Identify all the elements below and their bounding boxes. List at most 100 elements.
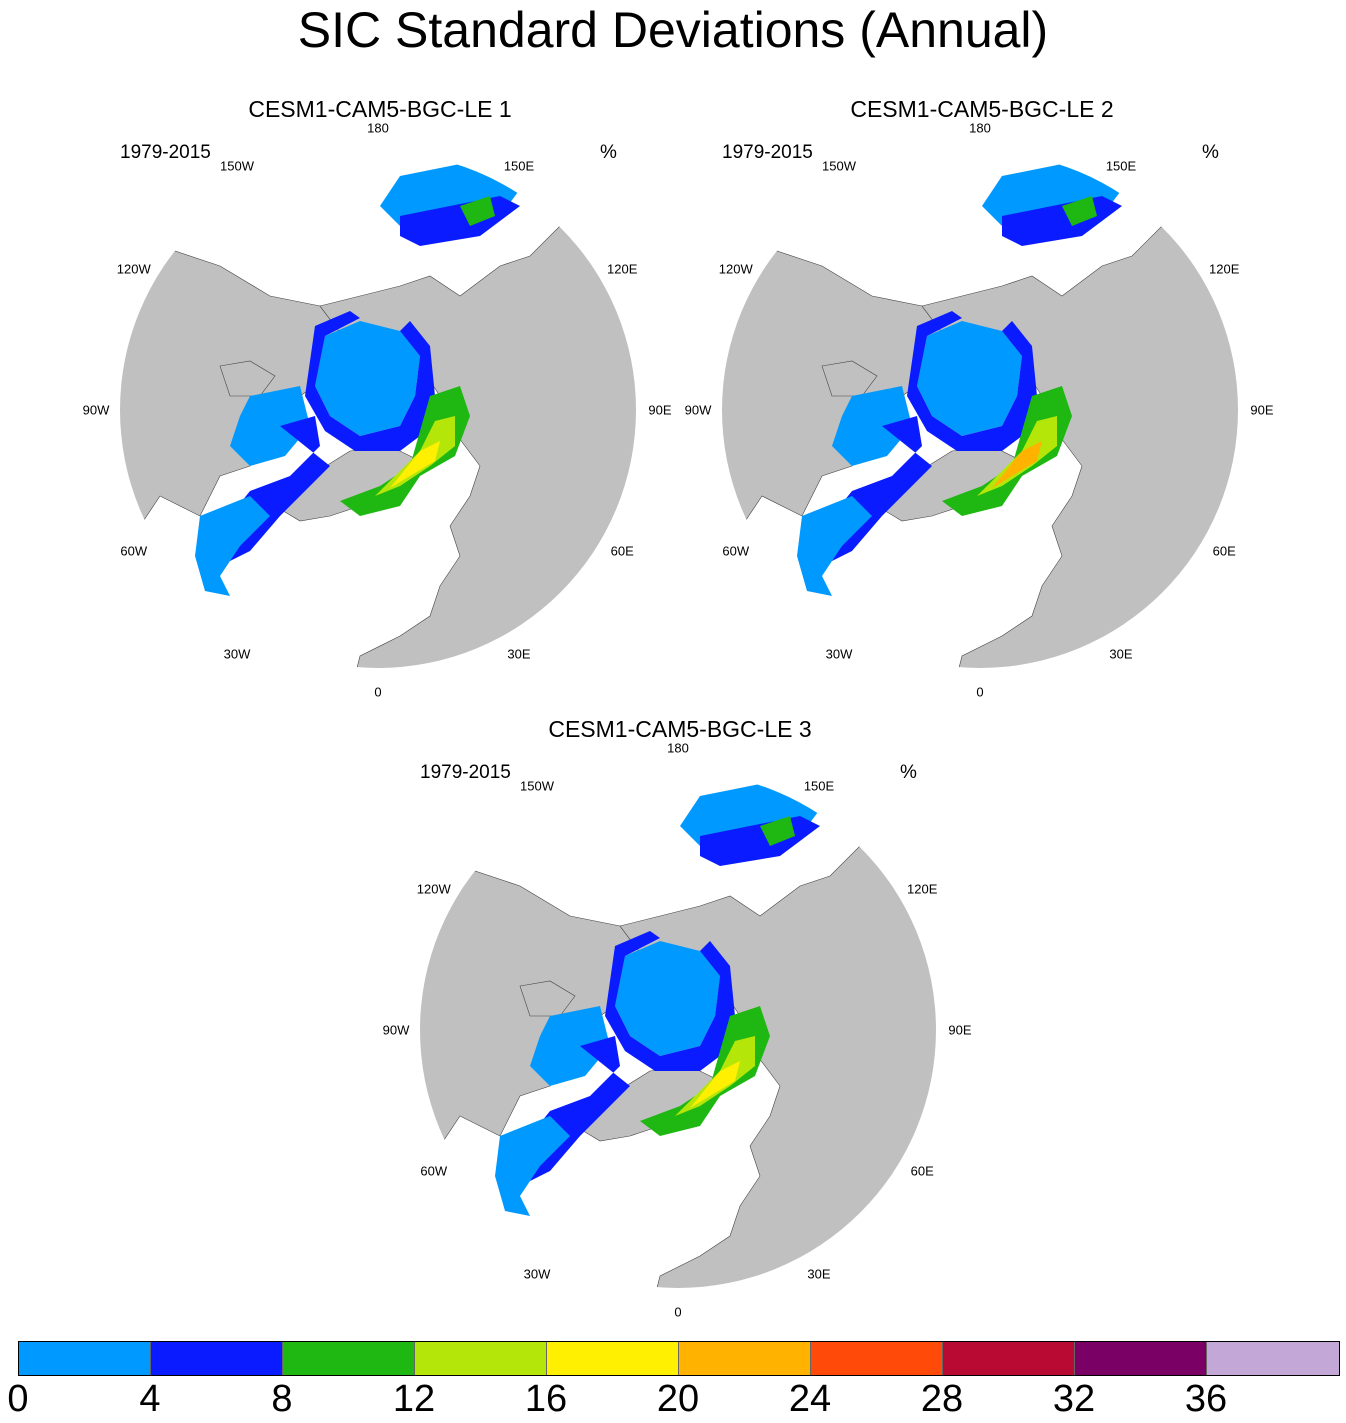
panel-title: CESM1-CAM5-BGC-LE 1 [248, 96, 512, 122]
map-panel-1: CESM1-CAM5-BGC-LE 1 1979-2015% 180 150E 120E… [83, 96, 672, 700]
unit-label: % [900, 762, 917, 783]
panel-title: CESM1-CAM5-BGC-LE 2 [850, 96, 1114, 122]
canadian-archipelago-land [821, 360, 878, 397]
colorbar-tick-label: 16 [524, 1378, 568, 1420]
sic-region-hudson-bay [832, 386, 912, 466]
sic-region-chukchi-high [460, 196, 495, 226]
longitude-label: 30E [507, 646, 531, 662]
colorbar-tick-label: 12 [392, 1378, 436, 1420]
sic-region-marginal [305, 311, 435, 451]
longitude-label: 90E [648, 402, 672, 418]
colorbar-segment [679, 1342, 811, 1375]
longitude-label: 90E [948, 1022, 972, 1038]
period-label: 1979-2015 [420, 762, 511, 783]
colorbar-segment [283, 1342, 415, 1375]
unit-label: % [600, 142, 617, 163]
longitude-label: 90E [1250, 402, 1274, 418]
longitude-label: 180 [367, 120, 389, 136]
colorbar-tick-label: 32 [1052, 1378, 1096, 1420]
longitude-label: 150W [822, 158, 856, 174]
unit-label: % [1202, 142, 1219, 163]
polar-map [120, 152, 636, 668]
colorbar-tick-label: 8 [271, 1378, 293, 1420]
colorbar-tick-label: 24 [788, 1378, 832, 1420]
sic-region-barents-yellowgreen [375, 416, 455, 496]
sic-region-barents-green [340, 386, 470, 516]
colorbar-segment [547, 1342, 679, 1375]
sic-region-central-arctic [315, 321, 420, 436]
longitude-label: 120E [1209, 261, 1240, 277]
sic-region-marginal [605, 931, 735, 1071]
longitude-label: 30E [807, 1266, 831, 1282]
colorbar-tick-label: 36 [1184, 1378, 1228, 1420]
longitude-label: 150W [520, 778, 554, 794]
longitude-label: 150E [803, 778, 835, 794]
longitude-label: 90W [82, 402, 110, 418]
sic-region-labrador-sea [797, 496, 872, 596]
longitude-label: 150E [1105, 158, 1137, 174]
colorbar-segment [811, 1342, 943, 1375]
colorbar [18, 1341, 1340, 1376]
colorbar-tick-label: 0 [7, 1378, 29, 1420]
sic-region-barents-peak [992, 441, 1042, 488]
figure-title: SIC Standard Deviations (Annual) [297, 2, 1049, 58]
longitude-label: 60E [1212, 543, 1236, 559]
longitude-label: 180 [969, 120, 991, 136]
canadian-archipelago-land [519, 980, 576, 1017]
period-label: 1979-2015 [722, 142, 813, 163]
sic-region-central-arctic [917, 321, 1022, 436]
longitude-label: 60E [610, 543, 634, 559]
longitude-label: 120E [907, 881, 938, 897]
sic-region-barents-yellowgreen [675, 1036, 755, 1116]
longitude-label: 120W [416, 881, 451, 897]
sic-region-chukchi-high [760, 816, 795, 846]
longitude-label: 30W [825, 646, 853, 662]
panel-title: CESM1-CAM5-BGC-LE 3 [548, 716, 812, 742]
longitude-label: 0 [976, 684, 984, 700]
sic-region-barents-peak [690, 1061, 740, 1108]
sic-region-labrador-sea [495, 1116, 570, 1216]
longitude-label: 60W [420, 1163, 448, 1179]
longitude-label: 30W [523, 1266, 551, 1282]
longitude-label: 60W [120, 543, 148, 559]
longitude-label: 180 [667, 740, 689, 756]
longitude-label: 150E [503, 158, 535, 174]
polar-map [420, 772, 936, 1288]
longitude-label: 150W [220, 158, 254, 174]
polar-map [722, 152, 1238, 668]
sic-region-barents-green [640, 1006, 770, 1136]
longitude-label: 120W [718, 261, 753, 277]
colorbar-tick-label: 4 [139, 1378, 161, 1420]
longitude-label: 0 [374, 684, 382, 700]
sic-region-hudson-bay [230, 386, 310, 466]
longitude-label: 120W [116, 261, 151, 277]
colorbar-tick-label: 20 [656, 1378, 700, 1420]
longitude-label: 30E [1109, 646, 1133, 662]
colorbar-segment [19, 1342, 151, 1375]
longitude-label: 30W [223, 646, 251, 662]
colorbar-segment [1207, 1342, 1339, 1375]
map-panel-3: CESM1-CAM5-BGC-LE 3 1979-2015% 180 150E 120E… [383, 716, 972, 1320]
longitude-label: 120E [607, 261, 638, 277]
sic-region-marginal [907, 311, 1037, 451]
sic-region-central-arctic [615, 941, 720, 1056]
colorbar-segment [943, 1342, 1075, 1375]
sic-region-barents-green [942, 386, 1072, 516]
sic-region-labrador-sea [195, 496, 270, 596]
longitude-label: 90W [382, 1022, 410, 1038]
colorbar-tick-label: 28 [920, 1378, 964, 1420]
sic-region-hudson-bay [530, 1006, 610, 1086]
longitude-label: 60W [722, 543, 750, 559]
sic-region-chukchi-high [1062, 196, 1097, 226]
period-label: 1979-2015 [120, 142, 211, 163]
longitude-label: 90W [684, 402, 712, 418]
longitude-label: 0 [674, 1304, 682, 1320]
colorbar-segment [1075, 1342, 1207, 1375]
sic-region-barents-yellowgreen [977, 416, 1057, 496]
sic-region-barents-peak [390, 441, 440, 488]
colorbar-segment [151, 1342, 283, 1375]
longitude-label: 60E [910, 1163, 934, 1179]
canadian-archipelago-land [219, 360, 276, 397]
colorbar-segment [415, 1342, 547, 1375]
map-panel-2: CESM1-CAM5-BGC-LE 2 1979-2015% 180 150E 120E… [685, 96, 1274, 700]
